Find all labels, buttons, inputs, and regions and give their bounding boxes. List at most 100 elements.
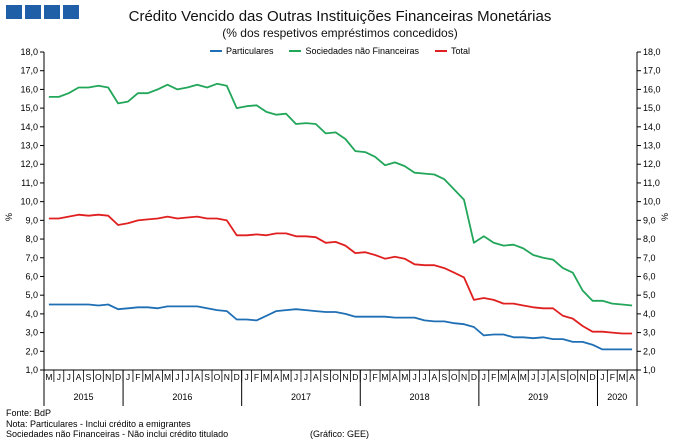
x-tick-label: S [441, 372, 447, 382]
y-tick-label-right: 4,0 [643, 309, 656, 319]
x-tick-label: N [105, 372, 111, 382]
y-tick-label-right: 9,0 [643, 215, 656, 225]
legend-label: Sociedades não Financeiras [305, 46, 420, 56]
x-tick-label: M [45, 372, 52, 382]
x-tick-label: O [95, 372, 102, 382]
x-tick-label: M [263, 372, 270, 382]
y-tick-label-left: 11,0 [21, 178, 38, 188]
y-tick-label-left: 13,0 [20, 141, 38, 151]
x-tick-label: S [560, 372, 566, 382]
chart-subtitle: (% dos respetivos empréstimos concedidos… [222, 26, 458, 40]
logo-block [25, 5, 41, 19]
x-tick-label: A [432, 372, 438, 382]
year-label: 2018 [410, 392, 430, 402]
x-tick-label: D [352, 372, 358, 382]
note-sociedades: Sociedades não Financeiras - Não inclui … [6, 429, 229, 439]
y-tick-label-right: 7,0 [643, 253, 656, 263]
x-tick-label: J [541, 372, 545, 382]
y-tick-label-right: 17,0 [643, 66, 661, 76]
x-tick-label: A [76, 372, 82, 382]
legend-swatch [289, 50, 302, 52]
x-tick-label: M [520, 372, 527, 382]
y-tick-label-left: 1,0 [25, 365, 38, 375]
y-tick-label-right: 11,0 [643, 178, 660, 188]
y-tick-label-right: 14,0 [643, 122, 661, 132]
y-tick-label-left: 8,0 [25, 234, 38, 244]
y-tick-label-left: 7,0 [25, 253, 38, 263]
x-tick-label: D [234, 372, 240, 382]
x-tick-label: A [629, 372, 635, 382]
legend-label: Particulares [225, 46, 274, 56]
legend-swatch [209, 50, 222, 52]
x-tick-label: O [332, 372, 339, 382]
x-tick-label: A [550, 372, 556, 382]
y-tick-label-left: 2,0 [25, 346, 38, 356]
legend-item-total: Total [435, 46, 470, 56]
x-tick-label: J [67, 372, 71, 382]
x-tick-label: D [471, 372, 477, 382]
year-label: 2019 [528, 392, 548, 402]
y-tick-label-left: 9,0 [25, 215, 38, 225]
y-tick-label-left: 6,0 [25, 271, 38, 281]
x-tick-label: O [569, 372, 576, 382]
y-tick-label-left: 17,0 [20, 66, 38, 76]
chart-credit: (Gráfico: GEE) [310, 429, 370, 439]
x-tick-label: F [610, 372, 615, 382]
x-tick-label: M [164, 372, 171, 382]
legend-swatch [435, 50, 448, 52]
y-tick-label-right: 12,0 [643, 159, 661, 169]
year-label: 2015 [74, 392, 94, 402]
y-tick-label-right: 3,0 [643, 328, 656, 338]
logo-block [6, 5, 22, 19]
y-tick-label-left: 4,0 [25, 309, 38, 319]
logo-block [44, 5, 60, 19]
x-tick-label: F [491, 372, 496, 382]
x-tick-label: S [323, 372, 329, 382]
x-tick-label: O [214, 372, 221, 382]
x-tick-label: A [313, 372, 319, 382]
x-tick-label: J [413, 372, 417, 382]
y-tick-label-left: 12,0 [20, 159, 38, 169]
y-tick-label-left: 18,0 [20, 47, 38, 57]
y-tick-label-left: 16,0 [20, 84, 38, 94]
x-tick-label: J [482, 372, 486, 382]
x-tick-label: N [224, 372, 230, 382]
series-line-sociedades-n-o-financeiras [48, 82, 633, 307]
legend-label: Total [451, 46, 471, 56]
y-tick-label-right: 15,0 [643, 103, 661, 113]
y-axis-label-left: % [4, 213, 14, 221]
x-tick-label: M [401, 372, 408, 382]
x-tick-label: J [531, 372, 535, 382]
y-tick-label-right: 10,0 [643, 197, 661, 207]
gee-logo [6, 5, 79, 19]
y-tick-label-left: 5,0 [25, 290, 38, 300]
logo-block [63, 5, 79, 19]
chart-notes: Fonte: BdP Nota: Particulares - Inclui c… [6, 408, 228, 440]
y-tick-label-left: 10,0 [20, 197, 38, 207]
legend-item-sociedades: Sociedades não Financeiras [289, 46, 419, 56]
y-tick-label-right: 6,0 [643, 271, 656, 281]
x-tick-label: J [600, 372, 604, 382]
y-tick-label-left: 15,0 [20, 103, 38, 113]
source-note: Fonte: BdP [6, 408, 52, 418]
x-tick-label: A [194, 372, 200, 382]
x-tick-label: F [372, 372, 377, 382]
y-tick-label-left: 3,0 [25, 328, 38, 338]
year-label: 2020 [607, 392, 627, 402]
chart-legend: Particulares Sociedades não Financeiras … [0, 46, 680, 56]
y-tick-label-right: 2,0 [643, 346, 656, 356]
chart-title: Crédito Vencido das Outras Instituições … [128, 8, 552, 25]
note-particulares: Nota: Particulares - Inclui crédito a em… [6, 418, 191, 429]
x-tick-label: M [381, 372, 388, 382]
y-tick-label-left: 14,0 [20, 122, 38, 132]
x-tick-label: A [273, 372, 279, 382]
x-tick-label: O [451, 372, 458, 382]
y-tick-label-right: 5,0 [643, 290, 656, 300]
x-tick-label: M [283, 372, 290, 382]
y-tick-label-right: 8,0 [643, 234, 656, 244]
legend-item-particulares: Particulares [209, 46, 274, 56]
x-tick-label: J [185, 372, 189, 382]
y-tick-label-right: 18,0 [643, 47, 661, 57]
x-tick-label: N [580, 372, 586, 382]
